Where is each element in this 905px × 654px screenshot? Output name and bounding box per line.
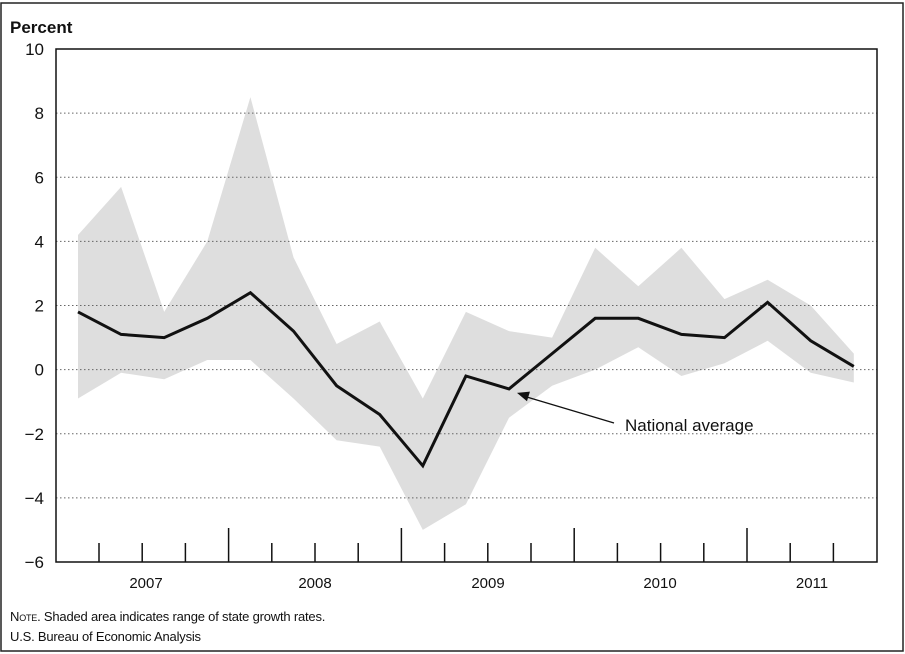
state-range-band bbox=[78, 97, 854, 530]
annotation-arrow-line bbox=[522, 395, 615, 424]
annotation-arrowhead bbox=[517, 391, 530, 402]
y-tick-label: 2 bbox=[35, 297, 44, 316]
note-text: Shaded area indicates range of state gro… bbox=[40, 609, 326, 624]
note-label: Note. bbox=[10, 609, 41, 624]
plot-frame bbox=[55, 48, 878, 563]
x-year-label: 2010 bbox=[643, 575, 676, 592]
chart-note: Note. Shaded area indicates range of sta… bbox=[10, 609, 325, 624]
national-average-line bbox=[77, 290, 855, 469]
y-axis-label: Percent bbox=[10, 18, 73, 37]
annotation-label: National average bbox=[625, 416, 754, 435]
y-tick-label: 6 bbox=[35, 168, 44, 187]
x-year-label: 2008 bbox=[298, 575, 331, 592]
y-tick-label: 0 bbox=[35, 361, 44, 380]
y-tick-label: −2 bbox=[25, 425, 44, 444]
chart-source: U.S. Bureau of Economic Analysis bbox=[10, 629, 201, 644]
y-tick-label: 4 bbox=[35, 232, 44, 251]
x-year-label: 2011 bbox=[796, 575, 828, 592]
x-year-label: 2007 bbox=[129, 575, 162, 592]
y-tick-label: 8 bbox=[35, 104, 44, 123]
y-tick-label: −4 bbox=[25, 489, 44, 508]
y-tick-label: −6 bbox=[25, 553, 44, 572]
x-year-label: 2009 bbox=[471, 575, 504, 592]
y-tick-label: 10 bbox=[25, 40, 44, 59]
